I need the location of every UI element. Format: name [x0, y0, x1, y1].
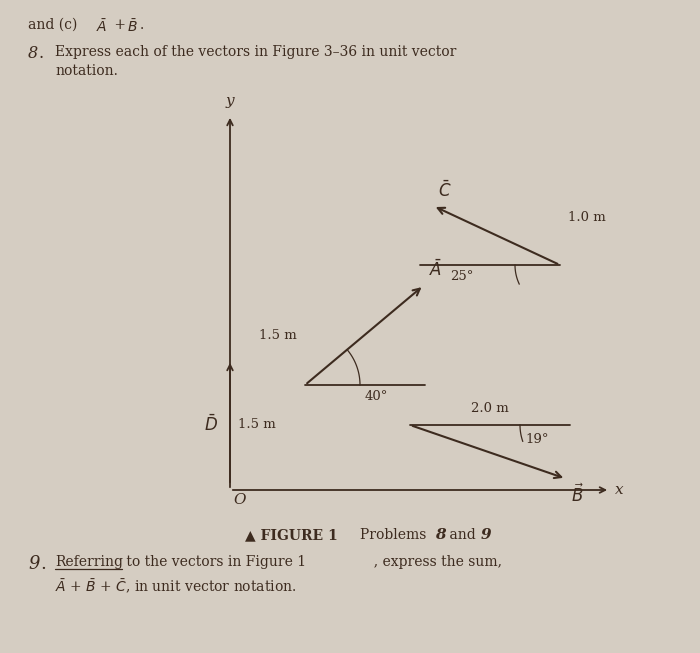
Text: O: O: [233, 493, 246, 507]
Text: Referring: Referring: [55, 555, 123, 569]
Text: 1.0 m: 1.0 m: [568, 211, 606, 224]
Text: .: .: [40, 555, 46, 573]
Text: $\mathit{\bar{A}}$: $\mathit{\bar{A}}$: [96, 18, 107, 35]
Text: Problems: Problems: [360, 528, 430, 542]
Text: 2.0 m: 2.0 m: [471, 402, 509, 415]
Text: .: .: [38, 45, 43, 62]
Text: .: .: [140, 18, 144, 32]
Text: +: +: [110, 18, 130, 32]
Text: 8: 8: [435, 528, 446, 542]
Text: and (c): and (c): [28, 18, 82, 32]
Text: $\mathit{\bar{B}}$: $\mathit{\bar{B}}$: [127, 18, 138, 35]
Text: 1.5 m: 1.5 m: [238, 419, 276, 432]
Text: y: y: [225, 94, 234, 108]
Text: $\mathit{\bar{A}}$ + $\mathit{\bar{B}}$ + $\mathit{\bar{C}}$, in unit vector not: $\mathit{\bar{A}}$ + $\mathit{\bar{B}}$ …: [55, 578, 297, 596]
Text: 25°: 25°: [450, 270, 473, 283]
Text: 8: 8: [28, 45, 38, 62]
Text: $\mathit{\vec{B}}$: $\mathit{\vec{B}}$: [571, 484, 584, 506]
Text: Express each of the vectors in Figure 3–36 in unit vector: Express each of the vectors in Figure 3–…: [55, 45, 456, 59]
Text: 40°: 40°: [365, 390, 388, 403]
Text: x: x: [615, 483, 624, 497]
Text: , express the sum,: , express the sum,: [365, 555, 502, 569]
Text: to the vectors in Figure 1: to the vectors in Figure 1: [122, 555, 306, 569]
Text: 9: 9: [481, 528, 491, 542]
Text: 19°: 19°: [525, 433, 549, 446]
Text: notation.: notation.: [55, 64, 118, 78]
Text: $\mathit{\bar{D}}$: $\mathit{\bar{D}}$: [204, 415, 218, 435]
Text: and: and: [445, 528, 480, 542]
Text: $\mathit{\bar{C}}$: $\mathit{\bar{C}}$: [438, 180, 452, 201]
Text: ▲ FIGURE 1: ▲ FIGURE 1: [245, 528, 337, 542]
Text: $\mathit{\bar{A}}$: $\mathit{\bar{A}}$: [428, 260, 442, 280]
Text: 9: 9: [28, 555, 39, 573]
Text: 1.5 m: 1.5 m: [259, 328, 297, 342]
